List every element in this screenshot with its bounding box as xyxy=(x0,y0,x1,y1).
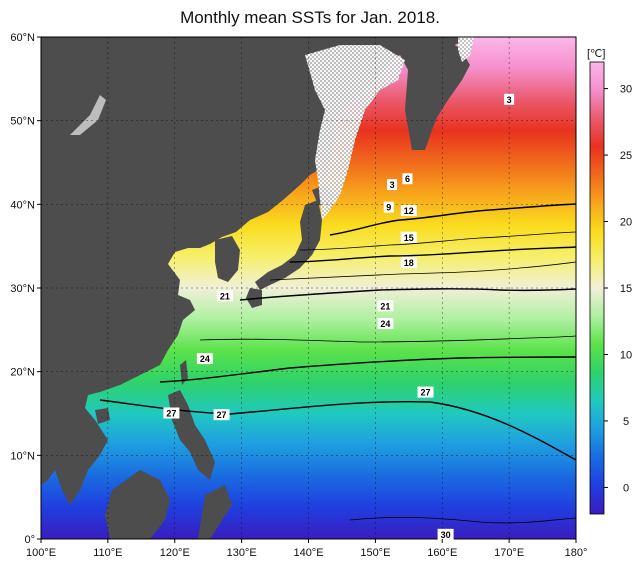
isotherm-24 xyxy=(159,356,576,383)
isotherm-label-box xyxy=(383,201,394,213)
colorbar-unit: [℃] xyxy=(587,48,605,60)
sulawesi-newguinea xyxy=(198,485,232,539)
isotherm-3 xyxy=(329,203,576,236)
isotherm-label-box xyxy=(400,231,417,243)
x-tick-label: 120°E xyxy=(160,547,190,559)
x-tick-label: 110°E xyxy=(93,547,122,559)
isotherm-21 xyxy=(199,335,576,343)
isotherm-label-box xyxy=(417,386,434,398)
isotherm-label: 9 xyxy=(386,203,391,213)
colorbar-tick-label: 5 xyxy=(623,416,629,428)
kamchatka-peninsula xyxy=(408,37,470,150)
x-tick-label: 150°E xyxy=(360,547,390,559)
isotherm-15 xyxy=(269,261,576,281)
y-tick-label: 50°N xyxy=(10,116,35,128)
colorbar-tick-label: 10 xyxy=(620,349,632,361)
philippines xyxy=(168,390,215,480)
isotherm-label: 24 xyxy=(200,354,210,364)
isotherm-label: 6 xyxy=(405,174,410,184)
korea-peninsula xyxy=(215,236,240,282)
isotherm-label: 30 xyxy=(441,530,451,540)
isotherm-label-box xyxy=(400,256,417,268)
isotherm-label-box xyxy=(402,173,413,185)
x-tick-label: 170°E xyxy=(494,547,524,559)
isotherm-label: 24 xyxy=(380,319,390,329)
isotherm-label: 18 xyxy=(404,258,414,268)
y-tick-label: 60°N xyxy=(10,32,35,44)
x-tick-label: 160°E xyxy=(427,547,457,559)
hainan-island xyxy=(95,408,110,424)
isotherm-label: 27 xyxy=(421,388,431,398)
x-tick-label: 140°E xyxy=(293,547,323,559)
x-tick-label: 180° xyxy=(565,547,588,559)
sea-ice-bering xyxy=(458,37,474,62)
y-tick-label: 30°N xyxy=(10,283,35,295)
y-tick-label: 40°N xyxy=(10,199,35,211)
borneo xyxy=(105,470,170,539)
x-tick-label: 100°E xyxy=(26,547,56,559)
y-axis-ticks: 0° 10°N 20°N 30°N 40°N 50°N 60°N xyxy=(10,32,41,546)
isotherm-label: 3 xyxy=(507,95,512,105)
isotherm-label: 21 xyxy=(220,291,230,301)
colorbar-tick-label: 0 xyxy=(623,482,629,494)
isotherm-label: 15 xyxy=(404,233,414,243)
isotherm-label-box xyxy=(377,317,394,329)
colorbar-ticks: 0 5 10 15 20 25 30 xyxy=(604,84,632,494)
japan-honshu xyxy=(255,200,322,290)
isotherm-label: 27 xyxy=(217,410,227,420)
isotherm-label-box xyxy=(216,290,233,302)
isotherm-label-box xyxy=(377,300,394,312)
isotherm-label-box xyxy=(437,528,454,540)
isotherm-label-box xyxy=(196,353,213,365)
isotherm-label-box xyxy=(387,179,398,191)
y-tick-label: 10°N xyxy=(10,450,35,462)
isotherm-9 xyxy=(299,231,576,251)
isotherm-label: 3 xyxy=(390,180,395,190)
asian-continent xyxy=(41,37,470,505)
colorbar-bar xyxy=(589,61,605,515)
y-tick-label: 0° xyxy=(24,534,35,546)
isotherm-label-box xyxy=(163,407,180,419)
colorbar-tick-label: 20 xyxy=(620,217,632,229)
isotherm-label: 21 xyxy=(380,301,390,311)
taiwan-island xyxy=(180,360,188,385)
y-tick-label: 20°N xyxy=(10,367,35,379)
isotherm-label: 12 xyxy=(404,206,414,216)
isotherm-18 xyxy=(239,288,576,301)
colorbar: [℃] 0 5 10 15 20 25 30 xyxy=(587,48,632,515)
colorbar-tick-label: 15 xyxy=(620,283,632,295)
isotherm-label: 27 xyxy=(166,409,176,419)
isotherm-label-box xyxy=(400,205,417,217)
colorbar-tick-label: 30 xyxy=(620,84,632,96)
isotherm-label-box xyxy=(504,93,515,105)
sea-ice-okhotsk xyxy=(305,45,405,220)
x-tick-label: 130°E xyxy=(227,547,257,559)
isotherm-12 xyxy=(289,246,576,263)
x-axis-ticks: 100°E 110°E 120°E 130°E 140°E 150°E 160°E 170°E… xyxy=(26,539,587,559)
graticule-lines xyxy=(41,37,576,539)
chart-title: Monthly mean SSTs for Jan. 2018. xyxy=(180,8,440,27)
isotherm-label-box xyxy=(213,409,230,421)
colorbar-tick-label: 25 xyxy=(620,150,632,162)
isotherm-30 xyxy=(349,517,576,524)
hudson-lake-island xyxy=(70,95,106,135)
